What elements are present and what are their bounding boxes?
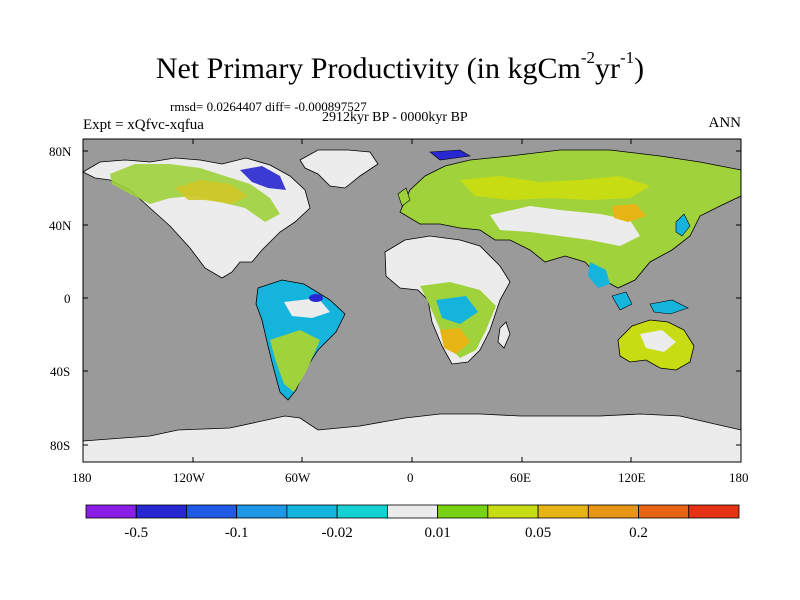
lon-label-120e: 120E (618, 470, 646, 485)
landmass-southeast-asia-cyan (588, 262, 610, 288)
landmass-eurasia-yellow (460, 176, 650, 200)
colorbar-swatch (336, 504, 388, 519)
landmass-japan (675, 213, 691, 237)
landmass-greenland (299, 149, 379, 189)
colorbar-swatch (135, 504, 187, 519)
lon-label-180w: 180 (72, 470, 92, 485)
landmass-north-america-blue (240, 166, 286, 190)
lat-label-80n: 80N (49, 144, 72, 159)
landmass-madagascar (497, 321, 511, 349)
colorbar-swatch (437, 504, 489, 519)
season-label: ANN (708, 115, 742, 131)
landmass-south-america-green (270, 330, 320, 392)
colorbar-swatch (587, 504, 639, 519)
colorbar-swatch (688, 504, 740, 519)
landmass-africa-cyan (436, 296, 478, 324)
colorbar-swatch (638, 504, 690, 519)
colorbar-label: 0.2 (629, 525, 648, 541)
landmass-eurasia-white (490, 206, 640, 246)
lon-label-180e: 180 (729, 470, 749, 485)
stats-line: rmsd= 0.0264407 diff= -0.000897527 (170, 99, 367, 114)
lat-label-80s: 80S (50, 438, 71, 453)
colorbar-label: -0.02 (322, 525, 353, 541)
lat-label-40s: 40S (50, 364, 71, 379)
lat-label-0: 0 (64, 291, 71, 306)
lat-label-40n: 40N (49, 218, 72, 233)
landmass-australia-white (640, 330, 676, 352)
colorbar-swatch (85, 504, 137, 519)
landmass-borneo (611, 291, 633, 311)
colorbar-swatch (286, 504, 338, 519)
landmass-arctic-islands (429, 149, 471, 161)
period-label: 2912kyr BP - 0000kyr BP (322, 110, 468, 125)
landmass-north-america-yellow (175, 180, 248, 204)
colorbar-label: -0.1 (225, 525, 249, 541)
landmass-antarctica (83, 413, 741, 462)
landmass-south-america-core (309, 294, 323, 302)
colorbar-swatch (487, 504, 539, 519)
colorbar-swatch (186, 504, 238, 519)
landmass-britain (397, 187, 411, 207)
colorbar (85, 504, 740, 519)
colorbar-label: 0.01 (424, 525, 450, 541)
colorbar-labels: -0.5 -0.1 -0.02 0.01 0.05 0.2 (124, 525, 648, 541)
colorbar-label: -0.5 (124, 525, 148, 541)
colorbar-swatch (386, 504, 439, 519)
landmass-new-guinea (649, 299, 689, 315)
lon-label-120w: 120W (173, 470, 205, 485)
lon-label-0: 0 (407, 470, 414, 485)
chart-title: Net Primary Productivity (in kgCm-2yr-1) (155, 48, 645, 85)
experiment-label: Expt = xQfvc-xqfua (83, 117, 204, 133)
lon-label-60w: 60W (285, 470, 311, 485)
colorbar-swatch (537, 504, 589, 519)
lon-label-60e: 60E (510, 470, 531, 485)
map-panel (83, 139, 741, 462)
colorbar-swatch (236, 504, 288, 519)
landmass-africa-orange (440, 328, 470, 354)
landmass-south-america-white (284, 298, 330, 318)
map-ticks (82, 139, 741, 462)
colorbar-label: 0.05 (525, 525, 551, 541)
landmass-eurasia-orange (612, 204, 646, 222)
